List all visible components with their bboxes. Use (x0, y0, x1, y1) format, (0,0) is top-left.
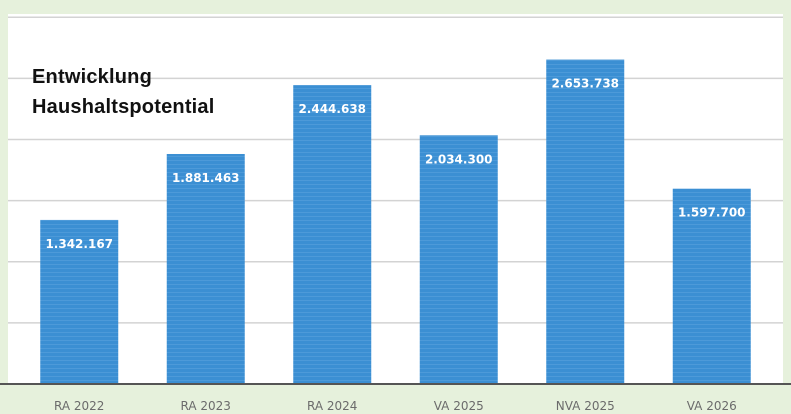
bar (40, 219, 119, 384)
bar-value-label: 1.881.463 (172, 171, 240, 185)
x-tick-label: RA 2024 (307, 399, 357, 413)
x-tick-label: RA 2023 (181, 399, 231, 413)
bar (419, 135, 498, 384)
chart-title: Entwicklung Haushaltspotential (32, 62, 215, 122)
bar-value-label: 2.444.638 (298, 102, 366, 116)
bar (672, 188, 751, 384)
x-tick-label: VA 2025 (434, 399, 484, 413)
bar (293, 85, 372, 384)
x-tick-label: NVA 2025 (556, 399, 615, 413)
x-tick-label: RA 2022 (54, 399, 104, 413)
chart-title-line-2: Haushaltspotential (32, 96, 215, 118)
bar-value-label: 2.034.300 (425, 152, 493, 166)
x-tick-label: VA 2026 (687, 399, 737, 413)
bar (546, 59, 625, 384)
bar-value-label: 2.653.738 (551, 77, 619, 91)
chart-title-line-1: Entwicklung (32, 66, 152, 88)
bar-value-label: 1.342.167 (45, 237, 113, 251)
bar (166, 153, 245, 384)
bar-value-label: 1.597.700 (678, 206, 746, 220)
